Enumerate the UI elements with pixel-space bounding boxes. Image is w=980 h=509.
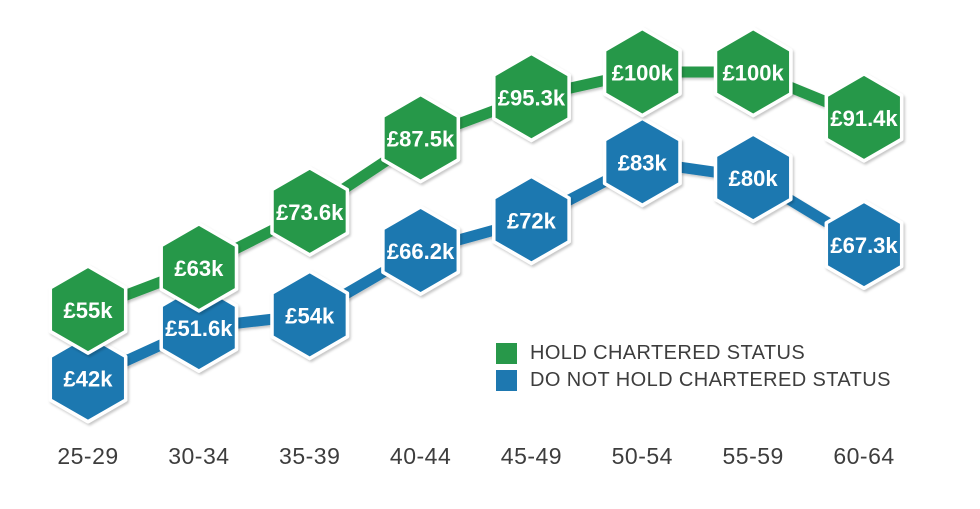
hexagon-not-chartered-55-59 [713,132,793,223]
legend-label-hold-chartered: HOLD CHARTERED STATUS [530,342,806,364]
marker-not-chartered-40-44: £66.2k [381,205,461,296]
marker-value-label: £72k [507,208,557,233]
marker-value-label: £55k [64,298,114,323]
marker-value-label: £83k [618,150,668,175]
chart-legend: HOLD CHARTERED STATUS DO NOT HOLD CHARTE… [496,342,891,391]
marker-not-chartered-55-59: £80k [713,132,793,223]
hexagon-hold-chartered-45-49 [492,51,571,143]
hexagon-not-chartered-50-54 [602,116,682,208]
hexagon-not-chartered-60-64 [824,199,904,290]
marker-hold-chartered-50-54: £100k [602,26,682,118]
hexagon-hold-chartered-25-29 [48,264,128,355]
hexagon-hold-chartered-30-34 [159,222,239,313]
legend-item-hold-chartered: HOLD CHARTERED STATUS [496,342,891,364]
marker-value-label: £91.4k [830,106,898,131]
hexagon-not-chartered-25-29 [48,332,128,424]
marker-value-label: £42k [64,367,114,392]
hexagon-hold-chartered-40-44 [381,92,461,184]
marker-value-label: £51.6k [165,316,233,341]
marker-value-label: £80k [729,166,779,191]
marker-value-label: £67.3k [830,233,898,258]
legend-swatch-green [496,343,517,364]
hexagon-not-chartered-30-34 [159,282,239,373]
marker-hold-chartered-55-59: £100k [713,26,793,118]
marker-hold-chartered-25-29: £55k [48,264,128,355]
legend-label-not-chartered: DO NOT HOLD CHARTERED STATUS [530,369,891,391]
legend-item-not-chartered: DO NOT HOLD CHARTERED STATUS [496,369,891,391]
marker-value-label: £100k [723,61,785,86]
marker-value-label: £66.2k [387,239,455,264]
marker-not-chartered-30-34: £51.6k [159,282,239,373]
marker-hold-chartered-60-64: £91.4k [824,72,904,163]
hexagon-hold-chartered-60-64 [824,72,904,163]
marker-not-chartered-60-64: £67.3k [824,199,904,290]
marker-hold-chartered-40-44: £87.5k [381,92,461,184]
marker-value-label: £95.3k [498,85,566,110]
hexagon-hold-chartered-50-54 [602,26,682,118]
marker-value-label: £73.6k [276,200,344,225]
legend-swatch-blue [496,370,517,391]
marker-not-chartered-25-29: £42k [48,332,128,424]
hexagon-not-chartered-40-44 [381,205,461,296]
marker-value-label: £63k [174,256,224,281]
marker-not-chartered-35-39: £54k [270,269,350,361]
marker-value-label: £100k [612,61,674,86]
marker-value-label: £87.5k [387,127,455,152]
marker-hold-chartered-35-39: £73.6k [270,166,350,257]
hexagon-not-chartered-35-39 [270,269,350,361]
marker-hold-chartered-45-49: £95.3k [492,51,571,143]
hexagon-not-chartered-45-49 [492,174,571,266]
marker-value-label: £54k [285,303,335,328]
hexagon-hold-chartered-35-39 [270,166,350,257]
hexagon-hold-chartered-55-59 [713,26,793,118]
marker-not-chartered-50-54: £83k [602,116,682,208]
marker-not-chartered-45-49: £72k [492,174,571,266]
marker-hold-chartered-30-34: £63k [159,222,239,313]
